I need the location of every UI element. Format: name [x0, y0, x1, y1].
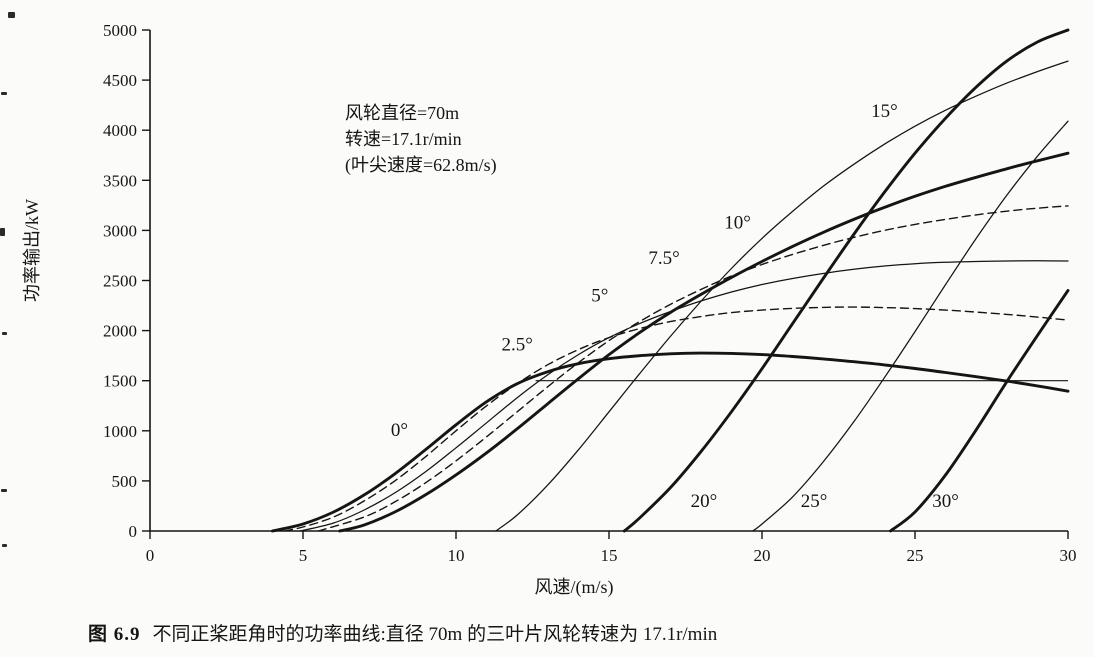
x-tick-label: 15	[601, 546, 618, 565]
figure-number: 图 6.9	[88, 624, 141, 645]
figure-caption: 图 6.9 不同正桨距角时的功率曲线:直径 70m 的三叶片风轮转速为 17.1r…	[88, 619, 717, 646]
scan-artifact	[0, 228, 5, 236]
y-tick-label: 0	[129, 522, 138, 541]
annotation-tip-speed: (叶尖速度=62.8m/s)	[345, 155, 497, 176]
y-tick-label: 500	[112, 472, 138, 491]
curve-label-0deg: 0°	[391, 420, 408, 441]
x-tick-label: 20	[754, 546, 771, 565]
curve-label-2.5deg: 2.5°	[502, 335, 533, 356]
curve-label-7.5deg: 7.5°	[648, 248, 679, 269]
curve-label-10deg: 10°	[724, 212, 751, 233]
rotor-annotation: 风轮直径=70m 转速=17.1r/min (叶尖速度=62.8m/s)	[345, 100, 497, 178]
power-curve-30deg	[889, 289, 1070, 533]
y-tick-label: 4000	[103, 121, 137, 140]
y-tick-label: 1000	[103, 422, 137, 441]
power-curve-chart: 0 500 1000 1500 2000 2500 3000 3500 4000 4500 5000…	[22, 21, 1077, 598]
power-curve-5deg	[299, 260, 1069, 532]
power-curve-20deg	[622, 28, 1070, 533]
y-tick-label: 2000	[103, 322, 137, 341]
scan-artifact	[8, 12, 15, 18]
annotation-rotor-diameter: 风轮直径=70m	[345, 103, 460, 123]
scan-artifact	[2, 332, 7, 335]
y-tick-label: 3000	[103, 221, 137, 240]
x-tick-label: 10	[448, 546, 465, 565]
caption-text: 不同正桨距角时的功率曲线:直径 70m 的三叶片风轮转速为 17.1r/min	[152, 624, 718, 645]
y-tick-label: 2500	[103, 272, 137, 291]
curve-label-15deg: 15°	[871, 101, 898, 122]
x-tick-label: 5	[299, 546, 308, 565]
curve-label-20deg: 20°	[691, 491, 718, 512]
power-curve-2.5deg	[283, 306, 1069, 532]
axes-spines	[149, 30, 1068, 532]
curve-label-30deg: 30°	[932, 491, 959, 512]
scan-artifact	[1, 489, 7, 492]
power-curve-10deg	[338, 151, 1070, 533]
y-tick-label: 1500	[103, 372, 137, 391]
power-curve-15deg	[495, 60, 1069, 532]
curve-label-25deg: 25°	[801, 491, 828, 512]
annotation-rotor-speed: 转速=17.1r/min	[345, 129, 462, 150]
x-tick-label: 30	[1060, 546, 1077, 565]
y-axis-label: 功率输出/kW	[22, 199, 42, 302]
y-tick-label: 5000	[103, 21, 137, 40]
x-axis-label: 风速/(m/s)	[535, 577, 614, 598]
power-curve-0deg	[270, 351, 1070, 533]
y-tick-label: 4500	[103, 71, 137, 90]
scan-artifact	[2, 544, 7, 547]
power-curve-25deg	[752, 120, 1069, 532]
x-tick-label: 0	[146, 546, 155, 565]
x-tick-label: 25	[907, 546, 924, 565]
y-tick-label: 3500	[103, 171, 137, 190]
scan-artifact	[1, 92, 7, 95]
curve-label-5deg: 5°	[591, 286, 608, 307]
power-curve-7.5deg	[317, 205, 1069, 532]
